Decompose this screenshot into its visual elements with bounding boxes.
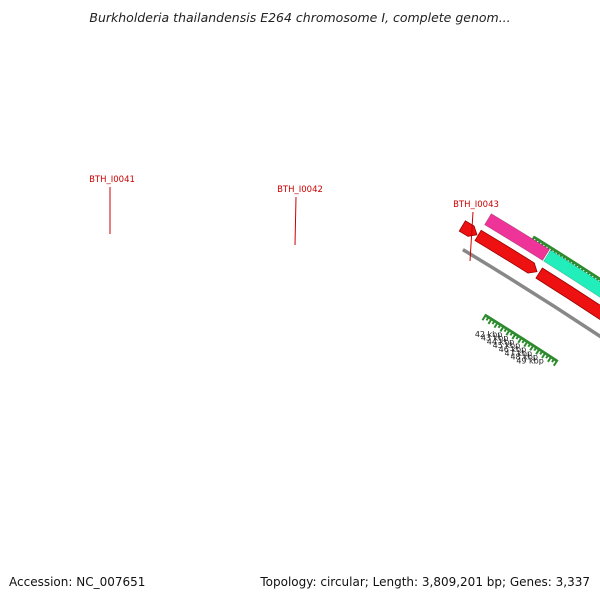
kbp-label: 46 kbp (499, 345, 527, 354)
kbp-label: 47 kbp (505, 349, 533, 358)
kbp-label: 43 kbp (481, 334, 509, 343)
gene-bar-bth-i0041[interactable] (484, 213, 550, 261)
gene-label-bth-i0042[interactable]: BTH_I0042 (277, 185, 323, 195)
gene-bar-bth-i0042[interactable] (543, 249, 600, 316)
map-title: Burkholderia thailandensis E264 chromoso… (89, 10, 511, 25)
kbp-label: 42 kbp (475, 330, 503, 339)
accession-text: Accession: NC_007651 (9, 575, 146, 589)
inner-tick-ring (481, 313, 559, 367)
kbp-label: 49 kbp (516, 356, 544, 365)
gene-labels: BTH_I0041 BTH_I0042 BTH_I0043 (89, 175, 499, 262)
gene-leader-line (294, 196, 297, 246)
kbp-label: 48 kbp (510, 353, 538, 362)
cds-track (458, 220, 600, 328)
kbp-scale: 42 kbp 43 kbp 44 kbp 45 kbp 46 kbp 47 kb… (475, 330, 544, 365)
cds-arrow[interactable] (458, 220, 478, 237)
kbp-label: 45 kbp (493, 341, 521, 350)
scale-tick (553, 359, 559, 367)
genome-summary-text: Topology: circular; Length: 3,809,201 bp… (260, 575, 590, 589)
gene-label-bth-i0043[interactable]: BTH_I0043 (453, 200, 499, 210)
cds-arrow[interactable] (474, 229, 538, 274)
gene-label-bth-i0041[interactable]: BTH_I0041 (89, 175, 135, 185)
kbp-label: 44 kbp (487, 338, 515, 347)
cds-arrow[interactable] (535, 267, 600, 328)
gene-track (484, 213, 600, 316)
chromosome-backbone (461, 248, 600, 339)
gene-leader-line (469, 211, 474, 262)
